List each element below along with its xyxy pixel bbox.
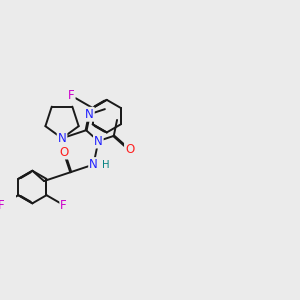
Text: N: N [58,132,66,145]
Text: N: N [94,134,103,148]
Text: O: O [59,146,69,158]
Text: F: F [60,199,67,212]
Text: H: H [103,160,110,170]
Text: O: O [125,143,134,156]
Text: F: F [68,89,75,102]
Text: N: N [85,108,94,121]
Text: N: N [89,158,98,171]
Text: F: F [0,199,4,212]
